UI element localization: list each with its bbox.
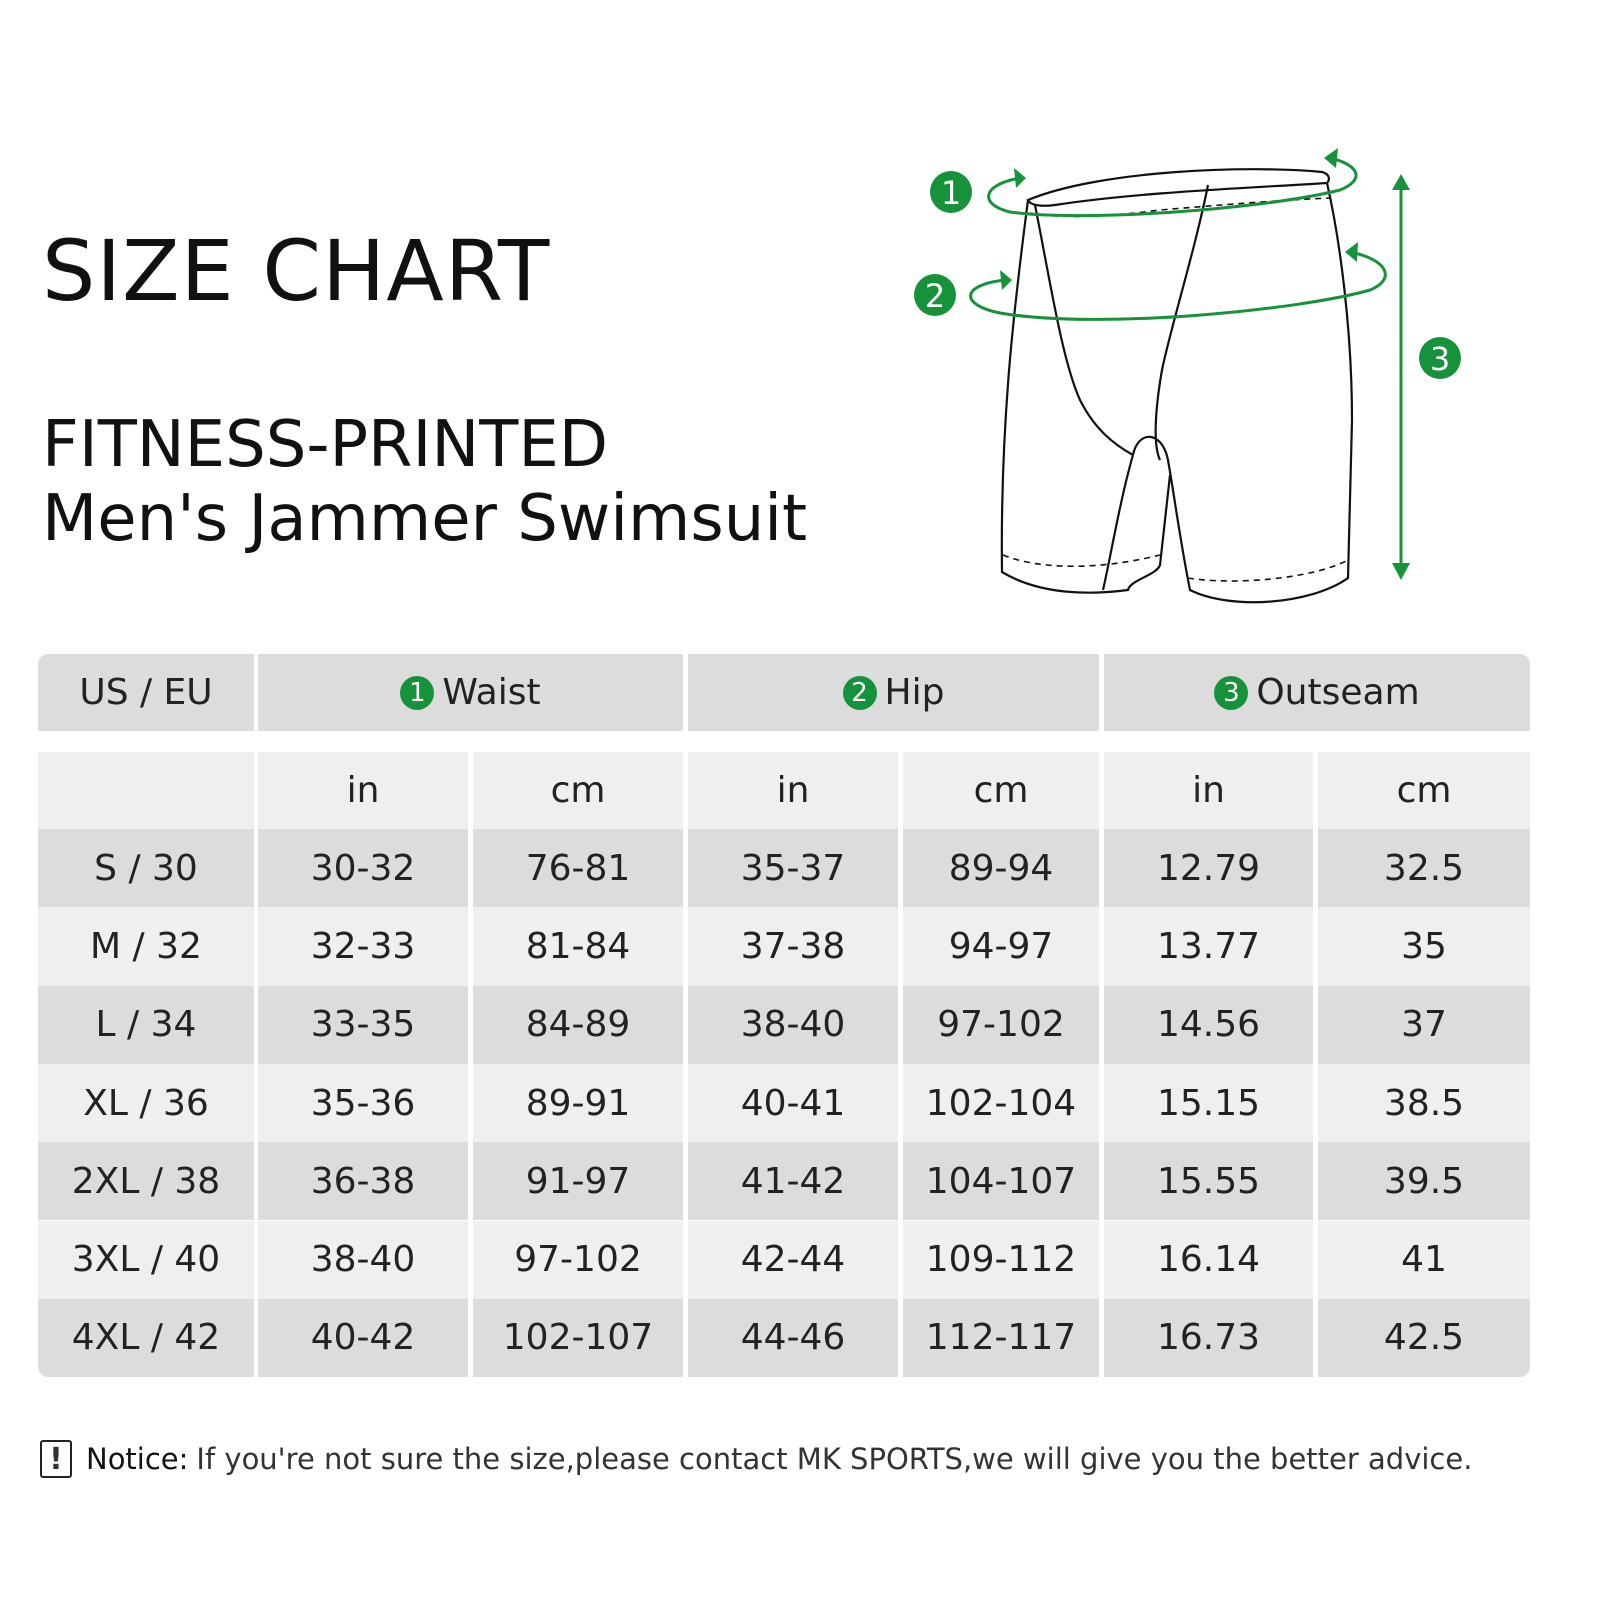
marker-2-label: 2: [925, 277, 945, 315]
size-label: 2XL / 38: [38, 1142, 254, 1221]
table-cell: 97-102: [473, 1220, 683, 1299]
table-cell: 89-94: [903, 829, 1099, 908]
product-name: Men's Jammer Swimsuit: [42, 482, 808, 556]
unit-header: in: [688, 752, 898, 829]
table-cell: 102-107: [473, 1298, 683, 1378]
jammer-shorts-outline: [1000, 168, 1354, 604]
table-cell: 40-41: [688, 1063, 898, 1143]
unit-header: in: [1104, 752, 1313, 829]
table-cell: 32-33: [258, 907, 468, 986]
table-cell: 38-40: [258, 1220, 468, 1299]
table-cell: 35: [1318, 907, 1530, 986]
table-cell: 36-38: [258, 1142, 468, 1221]
table-cell: 91-97: [473, 1142, 683, 1221]
unit-header: cm: [1318, 752, 1530, 829]
table-cell: 35-36: [258, 1063, 468, 1143]
table-cell: 15.55: [1104, 1142, 1313, 1221]
table-cell: 12.79: [1104, 829, 1313, 908]
table-cell: 104-107: [903, 1142, 1099, 1221]
table-cell: 14.56: [1104, 985, 1313, 1064]
table-cell: 81-84: [473, 907, 683, 986]
table-cell: 16.73: [1104, 1298, 1313, 1378]
table-cell: 40-42: [258, 1298, 468, 1378]
table-cell: 94-97: [903, 907, 1099, 986]
table-cell: 32.5: [1318, 829, 1530, 908]
table-cell: 35-37: [688, 829, 898, 908]
table-cell: 37: [1318, 985, 1530, 1064]
product-category: FITNESS-PRINTED: [42, 408, 609, 482]
table-cell: 38-40: [688, 985, 898, 1064]
marker-1-icon: [930, 171, 972, 213]
unit-header: cm: [473, 752, 683, 829]
table-cell: 84-89: [473, 985, 683, 1064]
measure-lines: [969, 156, 1403, 568]
group-header-outseam: 3 Outseam: [1104, 654, 1530, 731]
table-cell: 41-42: [688, 1142, 898, 1221]
size-label: 3XL / 40: [38, 1220, 254, 1299]
group-label: Outseam: [1256, 672, 1420, 713]
marker-3-icon: [1419, 337, 1461, 379]
size-label: S / 30: [38, 829, 254, 908]
marker-3-label: 3: [1430, 340, 1450, 378]
table-cell: 38.5: [1318, 1063, 1530, 1143]
table-cell: 112-117: [903, 1298, 1099, 1378]
number-badge-icon: 2: [842, 675, 877, 710]
table-cell: 89-91: [473, 1063, 683, 1143]
size-label: M / 32: [38, 907, 254, 986]
size-header: US / EU: [38, 654, 254, 731]
notice-text: If you're not sure the size,please conta…: [196, 1442, 1473, 1476]
group-label: Hip: [884, 672, 945, 713]
marker-2-icon: [914, 274, 956, 316]
table-cell: 13.77: [1104, 907, 1313, 986]
table-cell: 97-102: [903, 985, 1099, 1064]
page-title: SIZE CHART: [42, 222, 551, 320]
table-cell: 15.15: [1104, 1063, 1313, 1143]
exclamation-icon: !: [40, 1440, 72, 1478]
stitch-lines: [1002, 197, 1349, 582]
group-header-waist: 1 Waist: [258, 654, 683, 731]
table-cell: 102-104: [903, 1063, 1099, 1143]
table-cell: 76-81: [473, 829, 683, 908]
table-cell: 39.5: [1318, 1142, 1530, 1221]
unit-header: in: [258, 752, 468, 829]
number-badge-icon: 1: [400, 675, 435, 710]
table-cell: 42.5: [1318, 1298, 1530, 1378]
size-label: XL / 36: [38, 1063, 254, 1143]
table-cell: 42-44: [688, 1220, 898, 1299]
units-blank: [38, 752, 254, 829]
notice: ! Notice: If you're not sure the size,pl…: [40, 1440, 1472, 1478]
arrow-heads: [1000, 148, 1410, 580]
table-cell: 30-32: [258, 829, 468, 908]
number-badge-icon: 3: [1214, 675, 1249, 710]
size-label: 4XL / 42: [38, 1298, 254, 1378]
group-header-hip: 2 Hip: [688, 654, 1099, 731]
marker-1-label: 1: [941, 174, 961, 212]
size-label: L / 34: [38, 985, 254, 1064]
table-cell: 37-38: [688, 907, 898, 986]
notice-label: Notice:: [86, 1442, 189, 1476]
unit-header: cm: [903, 752, 1099, 829]
table-cell: 41: [1318, 1220, 1530, 1299]
table-cell: 33-35: [258, 985, 468, 1064]
group-label: Waist: [442, 672, 541, 713]
marker-badges: 1 2 3: [914, 171, 1461, 379]
table-cell: 109-112: [903, 1220, 1099, 1299]
table-cell: 16.14: [1104, 1220, 1313, 1299]
table-cell: 44-46: [688, 1298, 898, 1378]
